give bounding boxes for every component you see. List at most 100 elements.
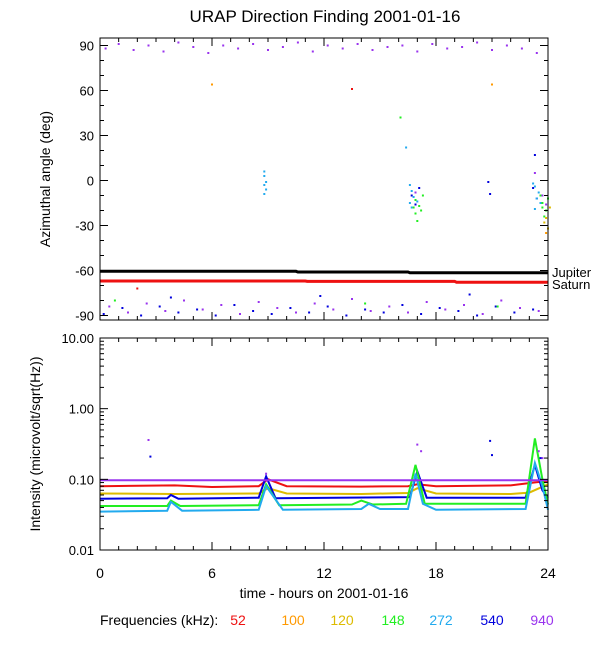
azimuth-point-940khz bbox=[461, 46, 464, 48]
azimuth-point-272khz bbox=[535, 197, 538, 200]
azimuth-point-148khz bbox=[113, 299, 116, 302]
azimuth-point-272khz bbox=[263, 170, 266, 173]
azimuth-point-540khz bbox=[468, 293, 471, 296]
azimuth-point-940khz bbox=[431, 43, 434, 45]
azimuth-point-272khz bbox=[263, 193, 266, 195]
saturn-reference-line bbox=[100, 279, 548, 284]
chart-title: URAP Direction Finding 2001-01-16 bbox=[190, 7, 461, 26]
azimuth-point-940khz bbox=[332, 308, 335, 311]
azimuth-point-120khz bbox=[548, 206, 551, 209]
azimuth-point-940khz bbox=[371, 49, 374, 51]
intensity-point-940khz bbox=[416, 443, 419, 446]
azimuth-point-940khz bbox=[500, 299, 503, 302]
intensity-data-layer bbox=[99, 438, 549, 513]
azimuth-point-272khz bbox=[537, 191, 540, 194]
azimuth-point-540khz bbox=[252, 310, 255, 312]
azimuth-point-940khz bbox=[108, 305, 111, 308]
azimuth-point-148khz bbox=[541, 206, 544, 209]
azimuth-point-272khz bbox=[410, 190, 413, 192]
azimuth-point-940khz bbox=[369, 310, 372, 312]
azimuth-point-540khz bbox=[196, 308, 199, 311]
intensity-ytick-label: 1.00 bbox=[69, 402, 94, 417]
azimuth-point-120khz bbox=[545, 217, 548, 219]
azimuth-point-940khz bbox=[311, 50, 314, 53]
azimuth-point-940khz bbox=[401, 44, 404, 47]
azimuth-point-148khz bbox=[416, 220, 419, 222]
azimuth-point-940khz bbox=[463, 304, 465, 306]
frequency-legend: Frequencies (kHz): 52 100 120 148 272 540 940 bbox=[100, 612, 554, 628]
azimuth-point-540khz bbox=[414, 203, 417, 206]
azimuth-point-120khz bbox=[543, 221, 546, 224]
azimuth-point-940khz bbox=[444, 308, 447, 311]
intensity-point-540khz bbox=[539, 457, 542, 460]
azimuth-point-540khz bbox=[532, 308, 535, 311]
azimuth-point-940khz bbox=[183, 299, 185, 302]
azimuth-point-940khz bbox=[201, 308, 204, 311]
azimuth-point-940khz bbox=[407, 311, 409, 314]
azimuth-ytick-label: -60 bbox=[75, 264, 94, 279]
azimuth-point-148khz bbox=[364, 302, 367, 305]
azimuth-point-940khz bbox=[267, 49, 269, 51]
intensity-point-940khz bbox=[147, 439, 150, 441]
azimuth-ytick-label: 0 bbox=[87, 174, 94, 189]
azimuth-point-940khz bbox=[446, 47, 449, 50]
azimuth-point-540khz bbox=[410, 194, 413, 197]
azimuth-point-940khz bbox=[386, 46, 389, 48]
x-tick-label: 24 bbox=[540, 565, 556, 581]
frequency-52-khz: 52 bbox=[230, 612, 246, 628]
azimuth-point-540khz bbox=[438, 307, 441, 309]
azimuth-panel: 90 60 30 0 -30 -60 -90 Azimuthal angle (deg) J… bbox=[37, 37, 592, 324]
intensity-point-940khz bbox=[420, 450, 423, 453]
azimuth-point-540khz bbox=[494, 305, 497, 308]
azimuth-point-940khz bbox=[296, 41, 299, 44]
azimuth-point-148khz bbox=[421, 194, 424, 197]
azimuth-point-540khz bbox=[214, 314, 217, 317]
azimuth-point-940khz bbox=[537, 310, 540, 312]
azimuth-plot-frame bbox=[99, 37, 549, 321]
frequency-100-khz: 100 bbox=[281, 612, 305, 628]
azimuth-point-540khz bbox=[233, 304, 236, 306]
azimuth-point-940khz bbox=[351, 298, 353, 300]
intensity-point-940khz bbox=[265, 472, 268, 475]
frequency-148-khz: 148 bbox=[381, 612, 405, 628]
azimuth-point-52khz bbox=[136, 287, 139, 290]
azimuth-point-940khz bbox=[220, 304, 223, 306]
azimuth-point-100khz bbox=[545, 232, 548, 234]
intensity-ytick-label: 10.00 bbox=[61, 331, 94, 346]
azimuth-point-940khz bbox=[414, 191, 417, 194]
azimuth-point-940khz bbox=[104, 47, 107, 50]
azimuth-point-148khz bbox=[543, 215, 546, 218]
azimuth-point-540khz bbox=[158, 305, 161, 308]
azimuth-point-940khz bbox=[281, 46, 284, 48]
azimuth-point-148khz bbox=[412, 206, 415, 209]
azimuth-point-540khz bbox=[420, 313, 423, 315]
jupiter-reference-line bbox=[100, 269, 548, 275]
azimuth-point-940khz bbox=[222, 44, 225, 47]
azimuth-point-540khz bbox=[401, 304, 404, 306]
azimuth-point-272khz bbox=[265, 181, 268, 183]
intensity-ylabel: Intensity (microvolt/sqrt(Hz)) bbox=[27, 356, 43, 531]
azimuth-point-540khz bbox=[532, 187, 535, 189]
azimuth-point-148khz bbox=[418, 205, 421, 207]
intensity-line-148khz bbox=[100, 438, 549, 508]
azimuth-point-540khz bbox=[487, 181, 490, 183]
azimuth-point-540khz bbox=[418, 187, 421, 189]
azimuth-ytick-label: -90 bbox=[75, 309, 94, 324]
azimuth-point-540khz bbox=[319, 295, 322, 297]
azimuth-point-272khz bbox=[532, 182, 535, 185]
azimuth-point-540khz bbox=[270, 313, 273, 315]
azimuth-point-148khz bbox=[539, 194, 542, 197]
azimuth-point-940khz bbox=[276, 307, 279, 309]
azimuth-point-540khz bbox=[102, 313, 105, 315]
intensity-ytick-label: 0.01 bbox=[69, 543, 94, 558]
intensity-point-540khz bbox=[491, 454, 493, 457]
azimuth-point-52khz bbox=[351, 88, 353, 90]
azimuth-ylabel: Azimuthal angle (deg) bbox=[37, 111, 53, 247]
azimuth-point-540khz bbox=[476, 314, 479, 317]
azimuth-point-272khz bbox=[533, 185, 536, 188]
azimuth-point-272khz bbox=[416, 200, 419, 203]
azimuth-point-940khz bbox=[192, 46, 195, 48]
x-axis-label: time - hours on 2001-01-16 bbox=[240, 585, 409, 601]
azimuth-point-940khz bbox=[519, 307, 521, 309]
azimuth-point-940khz bbox=[388, 305, 391, 308]
